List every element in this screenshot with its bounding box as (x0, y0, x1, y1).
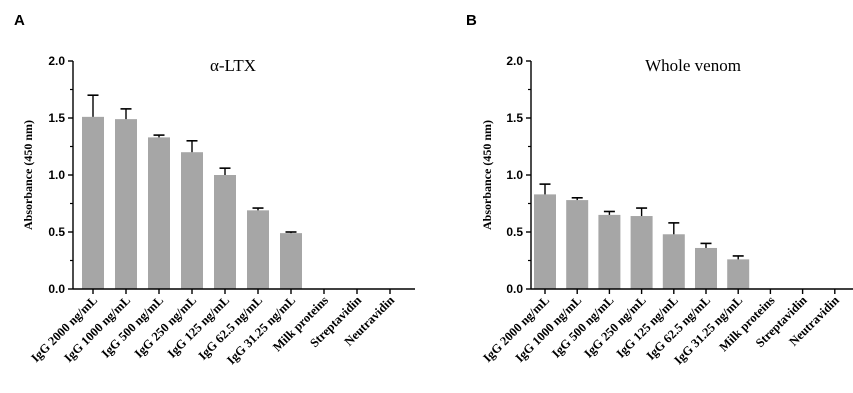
bar (662, 234, 685, 289)
error-bars-group (87, 94, 297, 234)
bar (598, 214, 621, 289)
panel-b: B Whole venom Absorbance (450 nm) 0.0 0.5… (466, 12, 853, 367)
bar (214, 175, 236, 289)
bar (727, 259, 750, 289)
error-bars-group (539, 183, 744, 260)
y-tick-label: 1.5 (506, 111, 523, 125)
bar (534, 194, 556, 289)
y-tick-label: 2.0 (48, 54, 65, 68)
y-tick-label: 2.0 (506, 54, 523, 68)
y-ticks-group: 0.0 0.5 1.0 1.5 2.0 (506, 54, 531, 296)
y-tick-label: 1.5 (48, 111, 65, 125)
panel-letter: B (466, 12, 477, 29)
chart-title: Whole venom (645, 56, 741, 75)
panel-a: A α-LTX Absorbance (450 nm) 0.0 0.5 1.0 1.5… (14, 12, 415, 367)
y-tick-label: 1.0 (48, 168, 65, 182)
y-axis-label: Absorbance (450 nm) (480, 120, 494, 230)
bar (247, 210, 269, 289)
y-ticks-group: 0.0 0.5 1.0 1.5 2.0 (48, 54, 73, 296)
y-tick-label: 0.5 (506, 225, 523, 239)
bar (695, 247, 717, 289)
y-tick-label: 0.0 (48, 282, 65, 296)
y-tick-label: 0.5 (48, 225, 65, 239)
y-tick-label: 0.0 (506, 282, 523, 296)
y-tick-label: 1.0 (506, 168, 523, 182)
bar (566, 200, 589, 289)
bar (280, 233, 302, 289)
bars-group (82, 116, 302, 289)
chart-title: α-LTX (210, 56, 256, 75)
y-axis-label: Absorbance (450 nm) (21, 120, 35, 230)
bar (115, 119, 137, 289)
bar (181, 152, 203, 289)
bar (148, 137, 170, 289)
panel-letter: A (14, 12, 25, 29)
bars-group (534, 194, 750, 289)
bar (630, 216, 653, 289)
bar (82, 116, 104, 289)
